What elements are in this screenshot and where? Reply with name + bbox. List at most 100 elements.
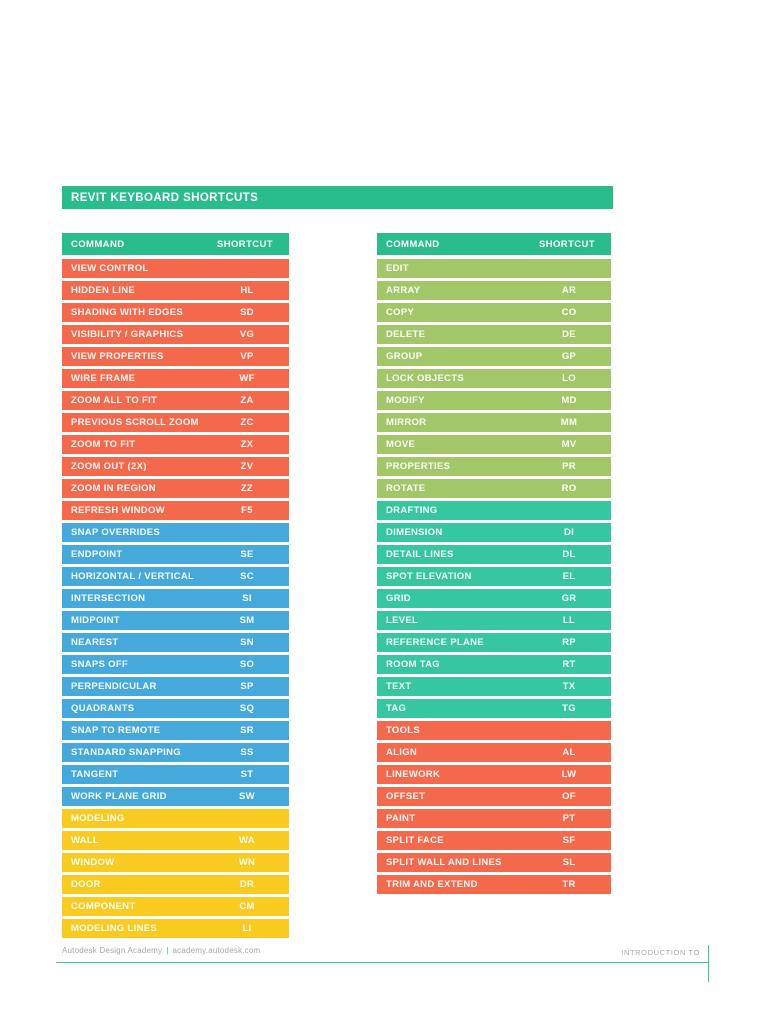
- shortcut-key: CM: [239, 901, 255, 912]
- command-label: TEXT: [386, 681, 412, 692]
- shortcut-row: HORIZONTAL / VERTICAL SC: [62, 567, 289, 586]
- shortcut-row: LINEWORK LW: [377, 765, 611, 784]
- shortcut-key: DR: [239, 879, 255, 890]
- shortcut-row: GRID GR: [377, 589, 611, 608]
- command-label: ZOOM TO FIT: [71, 439, 136, 450]
- footer-url[interactable]: academy.autodesk.com: [172, 946, 261, 955]
- command-label: OFFSET: [386, 791, 426, 802]
- command-label: ENDPOINT: [71, 549, 123, 560]
- footer-brand: Autodesk Design Academy: [62, 946, 163, 955]
- shortcut-key: SD: [240, 307, 254, 318]
- shortcut-key: ZV: [240, 461, 254, 472]
- section-title-row: VIEW CONTROL: [62, 259, 289, 278]
- command-label: WORK PLANE GRID: [71, 791, 167, 802]
- shortcut-row: MOVE MV: [377, 435, 611, 454]
- command-label: PREVIOUS SCROLL ZOOM: [71, 417, 199, 428]
- shortcut-key: AL: [562, 747, 576, 758]
- shortcut-row: DETAIL LINES DL: [377, 545, 611, 564]
- shortcut-key: ZA: [240, 395, 254, 406]
- command-label: WIRE FRAME: [71, 373, 136, 384]
- shortcut-row: SPLIT WALL AND LINES SL: [377, 853, 611, 872]
- shortcut-row: WINDOW WN: [62, 853, 289, 872]
- shortcut-key: TR: [562, 879, 576, 890]
- shortcut-key: ST: [240, 769, 254, 780]
- shortcut-key: SN: [240, 637, 254, 648]
- shortcut-row: SPLIT FACE SF: [377, 831, 611, 850]
- shortcut-row: STANDARD SNAPPING SS: [62, 743, 289, 762]
- section-title-row: MODELING: [62, 809, 289, 828]
- command-label: DRAFTING: [386, 505, 438, 516]
- shortcut-row: INTERSECTION SI: [62, 589, 289, 608]
- shortcut-row: WIRE FRAME WF: [62, 369, 289, 388]
- shortcut-row: ROOM TAG RT: [377, 655, 611, 674]
- shortcut-key: SF: [562, 835, 576, 846]
- command-label: REFERENCE PLANE: [386, 637, 484, 648]
- shortcut-row: ZOOM TO FIT ZX: [62, 435, 289, 454]
- shortcut-row: LOCK OBJECTS LO: [377, 369, 611, 388]
- shortcut-row: MODIFY MD: [377, 391, 611, 410]
- command-label: MODELING LINES: [71, 923, 158, 934]
- shortcut-row: PREVIOUS SCROLL ZOOM ZC: [62, 413, 289, 432]
- shortcut-key: AR: [561, 285, 577, 296]
- command-label: SNAP OVERRIDES: [71, 527, 161, 538]
- command-label: SPOT ELEVATION: [386, 571, 472, 582]
- command-label: ROTATE: [386, 483, 426, 494]
- shortcut-key: TX: [562, 681, 576, 692]
- shortcut-key: GR: [561, 593, 577, 604]
- command-label: WALL: [71, 835, 100, 846]
- shortcut-table-left: COMMAND SHORTCUT VIEW CONTROL HIDDEN LINE HL…: [62, 233, 289, 941]
- shortcut-row: MIDPOINT SM: [62, 611, 289, 630]
- shortcut-key: GP: [561, 351, 577, 362]
- shortcut-row: VISIBILITY / GRAPHICS VG: [62, 325, 289, 344]
- shortcut-row: DOOR DR: [62, 875, 289, 894]
- shortcut-row: LEVEL LL: [377, 611, 611, 630]
- shortcut-key: MM: [560, 417, 578, 428]
- shortcut-key: SQ: [239, 703, 255, 714]
- command-label: EDIT: [386, 263, 409, 274]
- command-label: SNAP TO REMOTE: [71, 725, 161, 736]
- shortcut-key: LL: [562, 615, 576, 626]
- command-label: GRID: [386, 593, 411, 604]
- shortcut-key: VP: [240, 351, 254, 362]
- table-header-row: COMMAND SHORTCUT: [62, 233, 289, 255]
- command-label: VIEW PROPERTIES: [71, 351, 164, 362]
- shortcut-key: WN: [238, 857, 256, 868]
- shortcut-table-right: COMMAND SHORTCUT EDIT ARRAY AR COPY CO DELETE DE…: [377, 233, 611, 897]
- shortcut-row: ZOOM ALL TO FIT ZA: [62, 391, 289, 410]
- command-label: MOVE: [386, 439, 416, 450]
- shortcut-row: VIEW PROPERTIES VP: [62, 347, 289, 366]
- command-label: VIEW CONTROL: [71, 263, 149, 274]
- command-label: PAINT: [386, 813, 416, 824]
- command-label: TOOLS: [386, 725, 421, 736]
- shortcut-key: HL: [240, 285, 254, 296]
- shortcut-row: MODELING LINES LI: [62, 919, 289, 938]
- shortcut-row: TEXT TX: [377, 677, 611, 696]
- shortcut-key: LW: [561, 769, 577, 780]
- command-label: TANGENT: [71, 769, 119, 780]
- command-label: MODIFY: [386, 395, 425, 406]
- command-label: LEVEL: [386, 615, 419, 626]
- shortcut-key: SO: [239, 659, 255, 670]
- shortcut-row: GROUP GP: [377, 347, 611, 366]
- shortcut-row: ALIGN AL: [377, 743, 611, 762]
- command-label: QUADRANTS: [71, 703, 135, 714]
- command-label: HIDDEN LINE: [71, 285, 135, 296]
- shortcut-row: COPY CO: [377, 303, 611, 322]
- shortcut-row: SNAP TO REMOTE SR: [62, 721, 289, 740]
- shortcut-key: ZC: [240, 417, 254, 428]
- command-label: DOOR: [71, 879, 101, 890]
- shortcut-key: DI: [563, 527, 575, 538]
- shortcut-key: F5: [241, 505, 253, 516]
- command-label: HORIZONTAL / VERTICAL: [71, 571, 195, 582]
- command-label: ROOM TAG: [386, 659, 440, 670]
- shortcut-key: MD: [561, 395, 577, 406]
- section-title-row: EDIT: [377, 259, 611, 278]
- table-header-row: COMMAND SHORTCUT: [377, 233, 611, 255]
- shortcut-row: QUADRANTS SQ: [62, 699, 289, 718]
- shortcut-key: PR: [562, 461, 576, 472]
- shortcut-row: WALL WA: [62, 831, 289, 850]
- command-label: SPLIT WALL AND LINES: [386, 857, 502, 868]
- shortcut-row: PROPERTIES PR: [377, 457, 611, 476]
- command-label: DELETE: [386, 329, 426, 340]
- command-label: SPLIT FACE: [386, 835, 444, 846]
